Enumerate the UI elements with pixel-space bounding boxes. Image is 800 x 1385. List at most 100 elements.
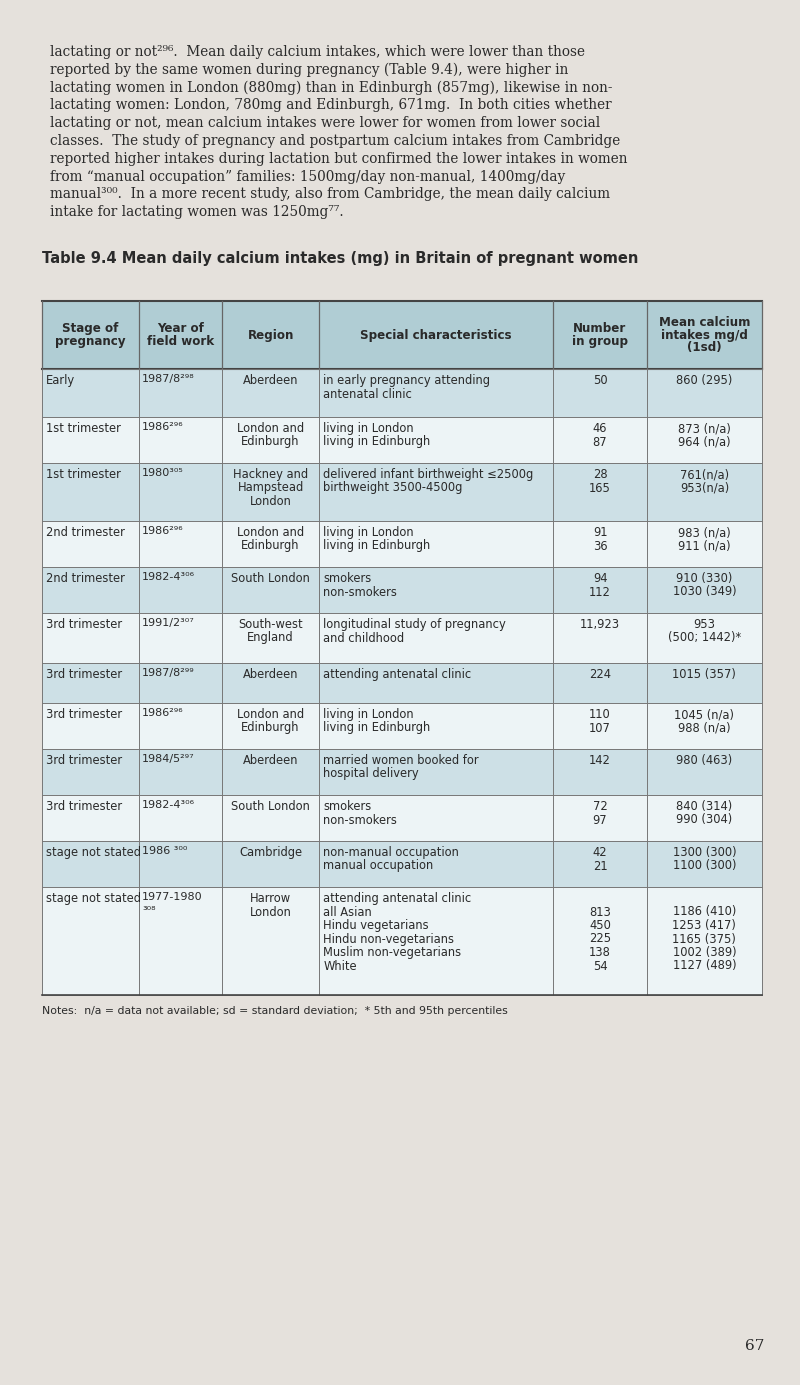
Text: non-manual occupation: non-manual occupation	[323, 846, 459, 859]
Text: 983 (n/a): 983 (n/a)	[678, 526, 730, 539]
Text: 1st trimester: 1st trimester	[46, 422, 121, 435]
Text: 3rd trimester: 3rd trimester	[46, 753, 122, 767]
Text: London and: London and	[237, 422, 304, 435]
Text: 1100 (300): 1100 (300)	[673, 860, 736, 873]
Text: Edinburgh: Edinburgh	[242, 435, 300, 449]
Text: 11,923: 11,923	[580, 618, 620, 632]
Text: (500; 1442)*: (500; 1442)*	[668, 632, 741, 644]
Text: 1002 (389): 1002 (389)	[673, 946, 736, 958]
Text: 2nd trimester: 2nd trimester	[46, 572, 125, 584]
Text: Early: Early	[46, 374, 75, 386]
Text: 1982-4³⁰⁶: 1982-4³⁰⁶	[142, 572, 195, 582]
Text: 1253 (417): 1253 (417)	[673, 920, 736, 932]
Text: 3rd trimester: 3rd trimester	[46, 618, 122, 632]
Text: 1045 (n/a): 1045 (n/a)	[674, 708, 734, 722]
Text: Year of: Year of	[157, 321, 204, 335]
Text: 840 (314): 840 (314)	[676, 801, 733, 813]
Text: 860 (295): 860 (295)	[676, 374, 733, 386]
Text: 964 (n/a): 964 (n/a)	[678, 435, 730, 449]
Text: in group: in group	[572, 335, 628, 348]
Text: Harrow: Harrow	[250, 892, 291, 904]
Text: White: White	[323, 960, 357, 972]
Bar	[42, 521, 762, 566]
Text: living in Edinburgh: living in Edinburgh	[323, 435, 430, 449]
Text: from “manual occupation” families: 1500mg/day non-manual, 1400mg/day: from “manual occupation” families: 1500m…	[50, 169, 566, 184]
Text: 1300 (300): 1300 (300)	[673, 846, 736, 859]
Text: 21: 21	[593, 860, 607, 873]
Text: 138: 138	[589, 946, 611, 958]
Text: living in Edinburgh: living in Edinburgh	[323, 722, 430, 734]
Text: 1165 (375): 1165 (375)	[673, 932, 736, 946]
Text: living in London: living in London	[323, 708, 414, 722]
Text: Aberdeen: Aberdeen	[243, 374, 298, 386]
Text: stage not stated: stage not stated	[46, 846, 141, 859]
Bar	[42, 795, 762, 841]
Text: 813: 813	[589, 906, 611, 918]
Text: 67: 67	[746, 1339, 765, 1353]
Text: 107: 107	[589, 722, 611, 734]
Text: 1986²⁹⁶: 1986²⁹⁶	[142, 526, 184, 536]
Text: and childhood: and childhood	[323, 632, 404, 644]
Text: Aberdeen: Aberdeen	[243, 668, 298, 681]
Text: London: London	[250, 494, 291, 508]
Text: London: London	[250, 906, 291, 918]
Text: Hackney and: Hackney and	[233, 468, 308, 481]
Bar	[554, 301, 647, 368]
Text: classes.  The study of pregnancy and postpartum calcium intakes from Cambridge: classes. The study of pregnancy and post…	[50, 134, 620, 148]
Text: 97: 97	[593, 813, 607, 827]
Text: manual occupation: manual occupation	[323, 860, 434, 873]
Text: 224: 224	[589, 668, 611, 681]
Text: Region: Region	[247, 328, 294, 342]
Bar	[647, 301, 762, 368]
Text: smokers: smokers	[323, 572, 371, 584]
Text: living in London: living in London	[323, 422, 414, 435]
Text: all Asian: all Asian	[323, 906, 372, 918]
Bar	[42, 886, 762, 994]
Text: 91: 91	[593, 526, 607, 539]
Text: 87: 87	[593, 435, 607, 449]
Bar	[42, 704, 762, 749]
Text: pregnancy: pregnancy	[55, 335, 126, 348]
Text: 72: 72	[593, 801, 607, 813]
Text: 1982-4³⁰⁶: 1982-4³⁰⁶	[142, 801, 195, 810]
Text: London and: London and	[237, 526, 304, 539]
Text: Muslim non-vegetarians: Muslim non-vegetarians	[323, 946, 462, 958]
Text: 2nd trimester: 2nd trimester	[46, 526, 125, 539]
Text: 910 (330): 910 (330)	[676, 572, 733, 584]
Text: lactating or not²⁹⁶.  Mean daily calcium intakes, which were lower than those: lactating or not²⁹⁶. Mean daily calcium …	[50, 44, 585, 60]
Text: 980 (463): 980 (463)	[676, 753, 733, 767]
Text: Hindu vegetarians: Hindu vegetarians	[323, 920, 429, 932]
Text: 1127 (489): 1127 (489)	[673, 960, 736, 972]
Text: London and: London and	[237, 708, 304, 722]
Text: 1987/8²⁹⁹: 1987/8²⁹⁹	[142, 668, 195, 679]
Text: 1186 (410): 1186 (410)	[673, 906, 736, 918]
Text: 165: 165	[589, 482, 611, 494]
Text: 28: 28	[593, 468, 607, 481]
Text: 94: 94	[593, 572, 607, 584]
Text: lactating women: London, 780mg and Edinburgh, 671mg.  In both cities whether: lactating women: London, 780mg and Edinb…	[50, 98, 612, 112]
Text: antenatal clinic: antenatal clinic	[323, 388, 412, 400]
Text: living in Edinburgh: living in Edinburgh	[323, 540, 430, 553]
Text: lactating or not, mean calcium intakes were lower for women from lower social: lactating or not, mean calcium intakes w…	[50, 116, 600, 130]
Text: (1sd): (1sd)	[687, 342, 722, 355]
Bar	[42, 368, 762, 417]
Bar	[42, 566, 762, 614]
Text: 1st trimester: 1st trimester	[46, 468, 121, 481]
Text: 1991/2³⁰⁷: 1991/2³⁰⁷	[142, 618, 195, 627]
Bar	[42, 614, 762, 663]
Text: Hindu non-vegetarians: Hindu non-vegetarians	[323, 932, 454, 946]
Text: 54: 54	[593, 960, 607, 972]
Text: Number: Number	[574, 321, 626, 335]
Bar	[139, 301, 222, 368]
Text: non-smokers: non-smokers	[323, 813, 397, 827]
Text: ³⁰⁸: ³⁰⁸	[142, 906, 156, 915]
Text: 450: 450	[589, 920, 611, 932]
Text: 911 (n/a): 911 (n/a)	[678, 540, 730, 553]
Text: lactating women in London (880mg) than in Edinburgh (857mg), likewise in non-: lactating women in London (880mg) than i…	[50, 80, 613, 96]
Text: 110: 110	[589, 708, 611, 722]
Text: 225: 225	[589, 932, 611, 946]
Text: 3rd trimester: 3rd trimester	[46, 668, 122, 681]
Text: stage not stated: stage not stated	[46, 892, 141, 904]
Text: Hampstead: Hampstead	[238, 482, 304, 494]
Bar	[42, 841, 762, 886]
